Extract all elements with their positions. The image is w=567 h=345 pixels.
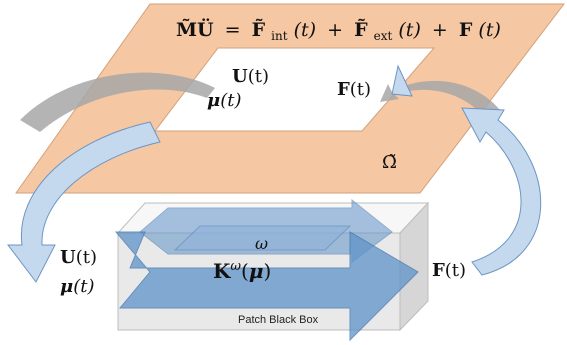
eq-f-ext: F̃ bbox=[354, 19, 368, 41]
svg-text:M̃Ü = F̃ int (: M̃Ü = F̃ int (t) + F̃ ext (t) + F (t) bbox=[176, 18, 501, 45]
plate-mu-arg: (t) bbox=[220, 90, 241, 111]
plate-f-arg: (t) bbox=[350, 79, 371, 100]
block-arrow-lower bbox=[114, 231, 419, 342]
eq-arg-ext: (t) bbox=[398, 19, 420, 41]
box-mu-label: μ bbox=[60, 276, 73, 297]
omega-tilde-label: Ω̃ bbox=[382, 152, 397, 173]
arrow-box-to-plate bbox=[461, 107, 542, 276]
k-label: K bbox=[213, 259, 231, 283]
eq-sub-int: int bbox=[271, 29, 288, 43]
plate-u-label: U bbox=[232, 66, 248, 87]
svg-text:U(t): U(t) bbox=[60, 247, 97, 268]
svg-text:F(t): F(t) bbox=[432, 260, 466, 281]
box-mu-arg: (t) bbox=[73, 276, 94, 297]
eq-arg-f: (t) bbox=[478, 19, 500, 41]
eq-f: F bbox=[459, 19, 473, 41]
svg-text:F(t): F(t) bbox=[337, 79, 371, 100]
eq-sub-ext: ext bbox=[374, 29, 393, 43]
box-u-arg: (t) bbox=[76, 247, 97, 268]
plate-entry-marker bbox=[391, 64, 413, 97]
plate-left-grey-arrow bbox=[20, 72, 215, 132]
k-open: ( bbox=[241, 259, 249, 283]
block-arrow-inner-panel bbox=[173, 225, 352, 251]
svg-text:U(t): U(t) bbox=[232, 66, 269, 87]
omega-label: ω bbox=[255, 234, 268, 253]
eq-lhs: M̃Ü bbox=[176, 18, 214, 41]
k-sup: ω bbox=[230, 259, 241, 274]
eq-f-int: F̃ bbox=[252, 19, 266, 41]
k-mu: μ bbox=[249, 259, 264, 283]
svg-text:μ(t): μ(t) bbox=[207, 90, 241, 111]
k-close: ) bbox=[263, 259, 271, 283]
box-f-label: F bbox=[432, 260, 445, 281]
box-caption: Patch Black Box bbox=[238, 314, 319, 326]
eq-arg-int: (t) bbox=[294, 19, 316, 41]
eq-plus-1: + bbox=[327, 19, 343, 41]
plate-f-label: F bbox=[337, 79, 350, 100]
svg-text:Kω(μ): Kω(μ) bbox=[213, 259, 271, 283]
plate-u-arg: (t) bbox=[248, 66, 269, 87]
plate-right-grey-arrow bbox=[380, 80, 500, 118]
eq-equals: = bbox=[225, 19, 241, 41]
plate-mu-label: μ bbox=[207, 90, 220, 111]
svg-text:μ(t): μ(t) bbox=[60, 276, 94, 297]
domain-plate bbox=[15, 3, 566, 194]
eq-plus-2: + bbox=[432, 19, 448, 41]
box-f-arg: (t) bbox=[445, 260, 466, 281]
arrow-plate-to-box bbox=[6, 121, 161, 283]
box-u-label: U bbox=[60, 247, 76, 268]
